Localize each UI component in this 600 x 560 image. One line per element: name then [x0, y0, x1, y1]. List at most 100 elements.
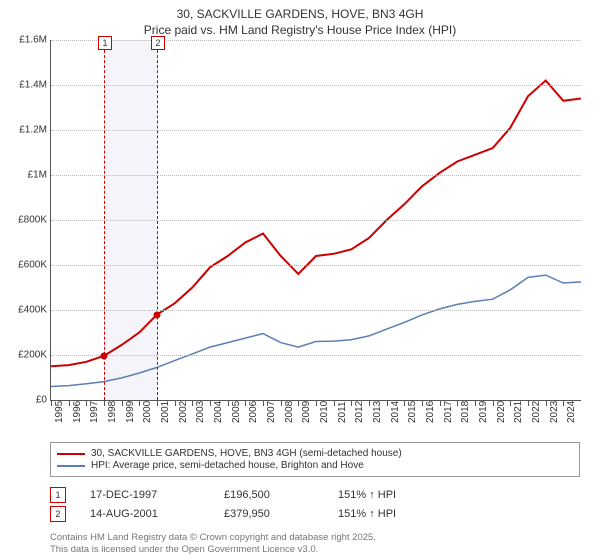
x-tick [528, 400, 529, 406]
series-price_paid [51, 81, 581, 367]
x-axis-label: 1997 [89, 401, 100, 423]
x-tick [387, 400, 388, 406]
x-axis-label: 2008 [284, 401, 295, 423]
x-axis-label: 2022 [531, 401, 542, 423]
x-tick [422, 400, 423, 406]
event-line [157, 40, 158, 400]
x-axis-label: 2014 [390, 401, 401, 423]
plot-area: £0£200K£400K£600K£800K£1M£1.2M£1.4M£1.6M… [50, 40, 581, 401]
x-tick [157, 400, 158, 406]
x-tick [210, 400, 211, 406]
note-row: 214-AUG-2001£379,950151% ↑ HPI [50, 506, 580, 522]
x-tick [440, 400, 441, 406]
legend-item: 30, SACKVILLE GARDENS, HOVE, BN3 4GH (se… [57, 448, 573, 459]
y-axis-label: £0 [3, 395, 47, 406]
gridline [51, 40, 581, 41]
note-delta: 151% ↑ HPI [338, 508, 396, 520]
x-axis-label: 1998 [107, 401, 118, 423]
event-marker-box: 1 [98, 36, 112, 50]
legend-swatch [57, 453, 85, 455]
x-tick [369, 400, 370, 406]
x-tick [86, 400, 87, 406]
x-tick [175, 400, 176, 406]
x-tick [245, 400, 246, 406]
x-tick [404, 400, 405, 406]
footer-line-1: Contains HM Land Registry data © Crown c… [50, 532, 376, 544]
x-tick [493, 400, 494, 406]
x-axis-label: 2020 [496, 401, 507, 423]
x-axis-label: 2000 [142, 401, 153, 423]
sale-marker [101, 352, 108, 359]
title-line-1: 30, SACKVILLE GARDENS, HOVE, BN3 4GH [8, 6, 592, 22]
x-tick [334, 400, 335, 406]
x-axis-label: 2004 [213, 401, 224, 423]
x-tick [546, 400, 547, 406]
y-axis-label: £1.4M [3, 80, 47, 91]
x-axis-label: 2016 [425, 401, 436, 423]
gridline [51, 310, 581, 311]
y-axis-label: £1.6M [3, 35, 47, 46]
x-tick [457, 400, 458, 406]
x-axis-label: 1995 [54, 401, 65, 423]
x-tick [192, 400, 193, 406]
legend-item: HPI: Average price, semi-detached house,… [57, 460, 573, 471]
y-axis-label: £200K [3, 350, 47, 361]
note-delta: 151% ↑ HPI [338, 489, 396, 501]
x-axis-label: 2002 [178, 401, 189, 423]
x-tick [51, 400, 52, 406]
x-axis-label: 2021 [513, 401, 524, 423]
event-marker-box: 2 [151, 36, 165, 50]
gridline [51, 85, 581, 86]
x-axis-label: 2003 [195, 401, 206, 423]
x-tick [104, 400, 105, 406]
x-tick [281, 400, 282, 406]
y-axis-label: £1.2M [3, 125, 47, 136]
note-price: £196,500 [224, 489, 314, 501]
x-axis-label: 2017 [443, 401, 454, 423]
x-tick [298, 400, 299, 406]
x-tick [563, 400, 564, 406]
legend-label: HPI: Average price, semi-detached house,… [91, 460, 364, 471]
x-axis-label: 2010 [319, 401, 330, 423]
x-axis-label: 2005 [231, 401, 242, 423]
note-price: £379,950 [224, 508, 314, 520]
sale-marker [154, 311, 161, 318]
event-line [104, 40, 105, 400]
legend-label: 30, SACKVILLE GARDENS, HOVE, BN3 4GH (se… [91, 448, 402, 459]
x-tick [351, 400, 352, 406]
note-number-box: 1 [50, 487, 66, 503]
gridline [51, 175, 581, 176]
x-axis-label: 1999 [125, 401, 136, 423]
x-tick [228, 400, 229, 406]
x-axis-label: 1996 [72, 401, 83, 423]
gridline [51, 220, 581, 221]
x-tick [122, 400, 123, 406]
y-axis-label: £1M [3, 170, 47, 181]
gridline [51, 130, 581, 131]
footer-line-2: This data is licensed under the Open Gov… [50, 544, 376, 556]
chart-title: 30, SACKVILLE GARDENS, HOVE, BN3 4GH Pri… [0, 0, 600, 40]
x-tick [316, 400, 317, 406]
chart-container: 30, SACKVILLE GARDENS, HOVE, BN3 4GH Pri… [0, 0, 600, 560]
legend-swatch [57, 465, 85, 467]
x-tick [475, 400, 476, 406]
x-axis-label: 2013 [372, 401, 383, 423]
x-tick [510, 400, 511, 406]
x-tick [139, 400, 140, 406]
x-axis-label: 2012 [354, 401, 365, 423]
x-axis-label: 2001 [160, 401, 171, 423]
gridline [51, 265, 581, 266]
y-axis-label: £800K [3, 215, 47, 226]
x-tick [69, 400, 70, 406]
x-axis-label: 2018 [460, 401, 471, 423]
note-date: 14-AUG-2001 [90, 508, 200, 520]
note-row: 1 17-DEC-1997 £196,500 151% ↑ HPI [50, 487, 580, 503]
note-date: 17-DEC-1997 [90, 489, 200, 501]
x-axis-label: 2023 [549, 401, 560, 423]
legend: 30, SACKVILLE GARDENS, HOVE, BN3 4GH (se… [50, 442, 580, 477]
series-hpi [51, 275, 581, 386]
y-axis-label: £400K [3, 305, 47, 316]
x-axis-label: 2007 [266, 401, 277, 423]
x-axis-label: 2024 [566, 401, 577, 423]
gridline [51, 355, 581, 356]
